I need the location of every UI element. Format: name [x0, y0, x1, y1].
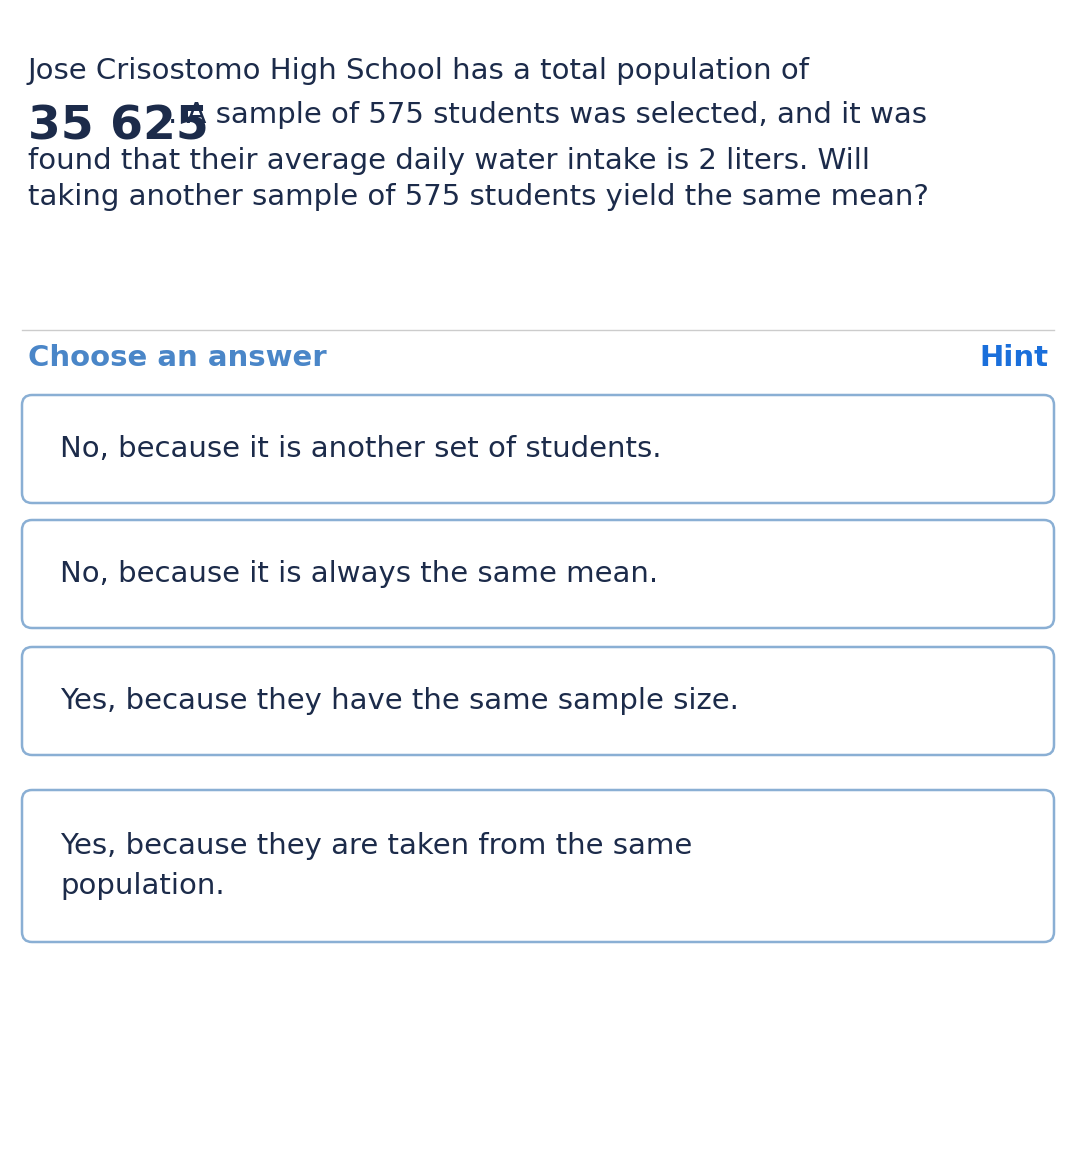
Text: Jose Crisostomo High School has a total population of: Jose Crisostomo High School has a total … [28, 57, 810, 85]
Text: Hint: Hint [979, 344, 1048, 372]
Text: No, because it is always the same mean.: No, because it is always the same mean. [60, 560, 659, 588]
Text: Yes, because they have the same sample size.: Yes, because they have the same sample s… [60, 687, 739, 715]
Text: . A sample of 575 students was selected, and it was: . A sample of 575 students was selected,… [168, 101, 928, 129]
Text: found that their average daily water intake is 2 liters. Will: found that their average daily water int… [28, 147, 870, 175]
FancyBboxPatch shape [22, 520, 1054, 628]
Text: Yes, because they are taken from the same
population.: Yes, because they are taken from the sam… [60, 832, 692, 901]
Text: No, because it is another set of students.: No, because it is another set of student… [60, 435, 662, 463]
Text: taking another sample of 575 students yield the same mean?: taking another sample of 575 students yi… [28, 183, 929, 211]
FancyBboxPatch shape [22, 647, 1054, 755]
FancyBboxPatch shape [22, 395, 1054, 503]
FancyBboxPatch shape [22, 790, 1054, 942]
Text: Choose an answer: Choose an answer [28, 344, 327, 372]
Text: 35 625: 35 625 [28, 105, 209, 150]
